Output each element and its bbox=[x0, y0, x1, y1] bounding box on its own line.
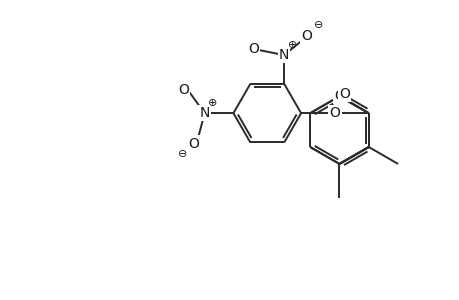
Text: O: O bbox=[333, 89, 344, 103]
Text: N: N bbox=[199, 106, 209, 120]
Text: $\ominus$: $\ominus$ bbox=[312, 20, 322, 30]
Text: O: O bbox=[188, 136, 199, 151]
Text: O: O bbox=[178, 83, 189, 97]
Text: O: O bbox=[248, 41, 259, 56]
Text: $\oplus$: $\oplus$ bbox=[286, 39, 297, 50]
Text: O: O bbox=[338, 87, 349, 101]
Text: $\oplus$: $\oplus$ bbox=[207, 97, 217, 108]
Text: O: O bbox=[301, 29, 312, 43]
Text: O: O bbox=[329, 106, 340, 120]
Text: N: N bbox=[279, 48, 289, 62]
Text: $\ominus$: $\ominus$ bbox=[176, 148, 187, 159]
